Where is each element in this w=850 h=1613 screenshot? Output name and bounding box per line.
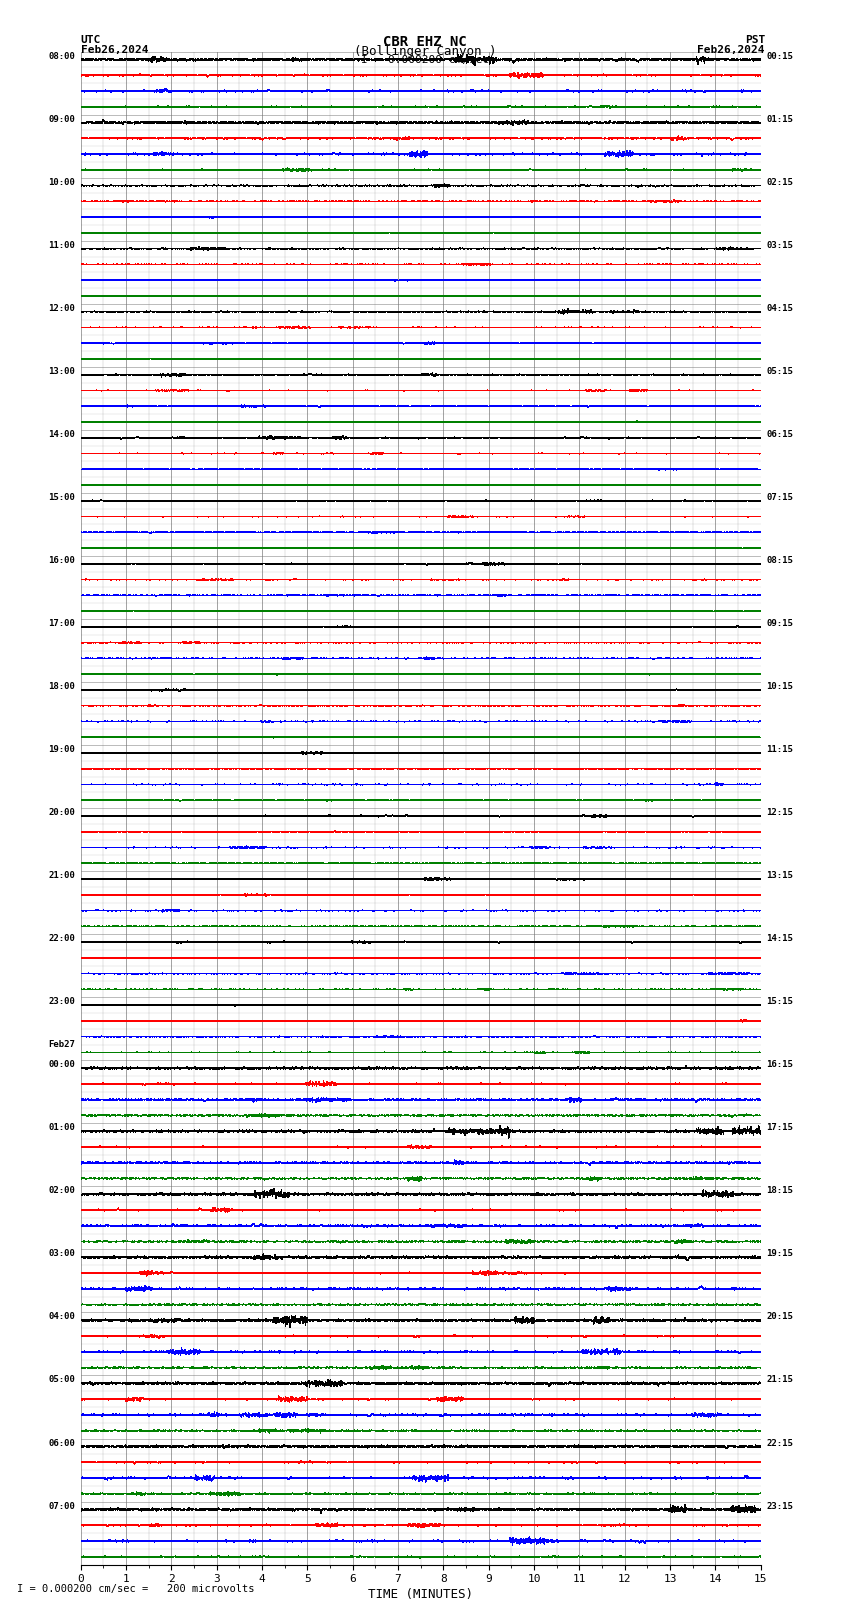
Text: 12:00: 12:00 (48, 303, 75, 313)
Text: 08:00: 08:00 (48, 52, 75, 61)
Text: 03:00: 03:00 (48, 1250, 75, 1258)
Text: 20:00: 20:00 (48, 808, 75, 818)
Text: 23:00: 23:00 (48, 997, 75, 1007)
Text: 23:15: 23:15 (767, 1502, 793, 1510)
Text: I = 0.000200 cm/sec =   200 microvolts: I = 0.000200 cm/sec = 200 microvolts (17, 1584, 254, 1594)
Text: 01:15: 01:15 (767, 115, 793, 124)
Text: 05:15: 05:15 (767, 366, 793, 376)
Text: 11:00: 11:00 (48, 240, 75, 250)
Text: 20:15: 20:15 (767, 1313, 793, 1321)
Text: 17:15: 17:15 (767, 1123, 793, 1132)
Text: 15:00: 15:00 (48, 494, 75, 502)
Text: 10:15: 10:15 (767, 682, 793, 690)
Text: 01:00: 01:00 (48, 1123, 75, 1132)
Text: 00:15: 00:15 (767, 52, 793, 61)
Text: 21:00: 21:00 (48, 871, 75, 881)
Text: I = 0.000200 cm/sec: I = 0.000200 cm/sec (361, 55, 489, 65)
Text: 00:00: 00:00 (48, 1060, 75, 1069)
Text: 03:15: 03:15 (767, 240, 793, 250)
Text: 02:00: 02:00 (48, 1187, 75, 1195)
Text: PST: PST (745, 35, 765, 45)
Text: 22:15: 22:15 (767, 1439, 793, 1447)
Text: 19:15: 19:15 (767, 1250, 793, 1258)
Text: 11:15: 11:15 (767, 745, 793, 753)
Text: 16:15: 16:15 (767, 1060, 793, 1069)
Text: 09:15: 09:15 (767, 619, 793, 627)
Text: 22:00: 22:00 (48, 934, 75, 944)
Text: 09:00: 09:00 (48, 115, 75, 124)
X-axis label: TIME (MINUTES): TIME (MINUTES) (368, 1589, 473, 1602)
Text: (Bollinger Canyon ): (Bollinger Canyon ) (354, 45, 496, 58)
Text: Feb26,2024: Feb26,2024 (81, 45, 148, 55)
Text: 14:00: 14:00 (48, 429, 75, 439)
Text: Feb26,2024: Feb26,2024 (698, 45, 765, 55)
Text: 19:00: 19:00 (48, 745, 75, 753)
Text: 08:15: 08:15 (767, 556, 793, 565)
Text: 18:15: 18:15 (767, 1187, 793, 1195)
Text: 07:15: 07:15 (767, 494, 793, 502)
Text: 14:15: 14:15 (767, 934, 793, 944)
Text: 16:00: 16:00 (48, 556, 75, 565)
Text: 04:15: 04:15 (767, 303, 793, 313)
Text: CBR EHZ NC: CBR EHZ NC (383, 35, 467, 50)
Text: 04:00: 04:00 (48, 1313, 75, 1321)
Text: 06:00: 06:00 (48, 1439, 75, 1447)
Text: 07:00: 07:00 (48, 1502, 75, 1510)
Text: 21:15: 21:15 (767, 1376, 793, 1384)
Text: 17:00: 17:00 (48, 619, 75, 627)
Text: 12:15: 12:15 (767, 808, 793, 818)
Text: 13:00: 13:00 (48, 366, 75, 376)
Text: UTC: UTC (81, 35, 101, 45)
Text: Feb27: Feb27 (48, 1040, 75, 1048)
Text: 15:15: 15:15 (767, 997, 793, 1007)
Text: 13:15: 13:15 (767, 871, 793, 881)
Text: 05:00: 05:00 (48, 1376, 75, 1384)
Text: 06:15: 06:15 (767, 429, 793, 439)
Text: 10:00: 10:00 (48, 177, 75, 187)
Text: 02:15: 02:15 (767, 177, 793, 187)
Text: 18:00: 18:00 (48, 682, 75, 690)
